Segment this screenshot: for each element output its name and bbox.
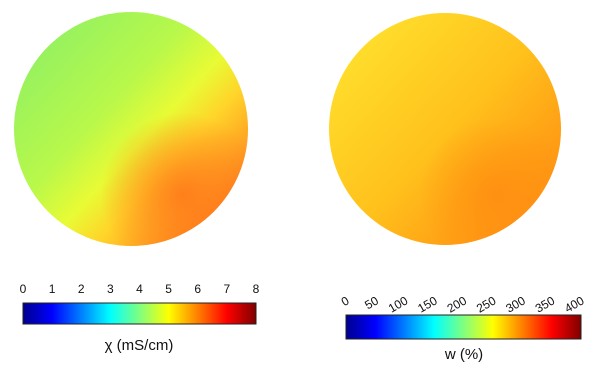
chi-colorbar-tick-label: 0 [20, 282, 27, 296]
w-colorbar-tick-label: 50 [362, 293, 381, 312]
chi-map-panel [14, 12, 248, 246]
w-colorbar-tick-label: 250 [474, 293, 499, 315]
w-colorbar-tick-label: 0 [339, 293, 352, 309]
chi-colorbar-tick-label: 5 [165, 282, 172, 296]
chi-colorbar-tick-label: 6 [194, 282, 201, 296]
w-colorbar-ticks: 0 50 100 150 200 250 300 350 400 [339, 293, 587, 315]
chi-colorbar-tick-label: 3 [107, 282, 114, 296]
w-map-panel [329, 13, 561, 245]
w-colorbar-gradient [345, 314, 582, 340]
w-heatmap-hotspot [329, 13, 561, 245]
chi-colorbar-tick-label: 1 [49, 282, 56, 296]
w-colorbar-tick-label: 300 [503, 293, 528, 315]
w-colorbar-label: w (%) [444, 346, 483, 363]
chi-colorbar-tick-label: 2 [78, 282, 85, 296]
w-colorbar-tick-label: 350 [533, 293, 558, 315]
chi-colorbar-gradient [22, 302, 257, 325]
w-colorbar-tick-label: 100 [386, 293, 411, 315]
chi-colorbar: 0 1 2 3 4 5 6 7 8 χ (mS/cm) [20, 282, 260, 354]
chi-colorbar-tick-label: 7 [224, 282, 231, 296]
chi-colorbar-tick-label: 8 [253, 282, 260, 296]
w-colorbar-tick-label: 200 [445, 293, 470, 315]
w-colorbar-tick-label: 400 [562, 293, 587, 315]
w-colorbar: 0 50 100 150 200 250 300 350 400 w (%) [339, 293, 587, 363]
w-colorbar-tick-label: 150 [415, 293, 440, 315]
chi-colorbar-ticks: 0 1 2 3 4 5 6 7 8 [20, 282, 260, 296]
chi-colorbar-label: χ (mS/cm) [105, 337, 174, 354]
chi-colorbar-tick-label: 4 [136, 282, 143, 296]
chi-heatmap-hotspot [14, 12, 248, 246]
